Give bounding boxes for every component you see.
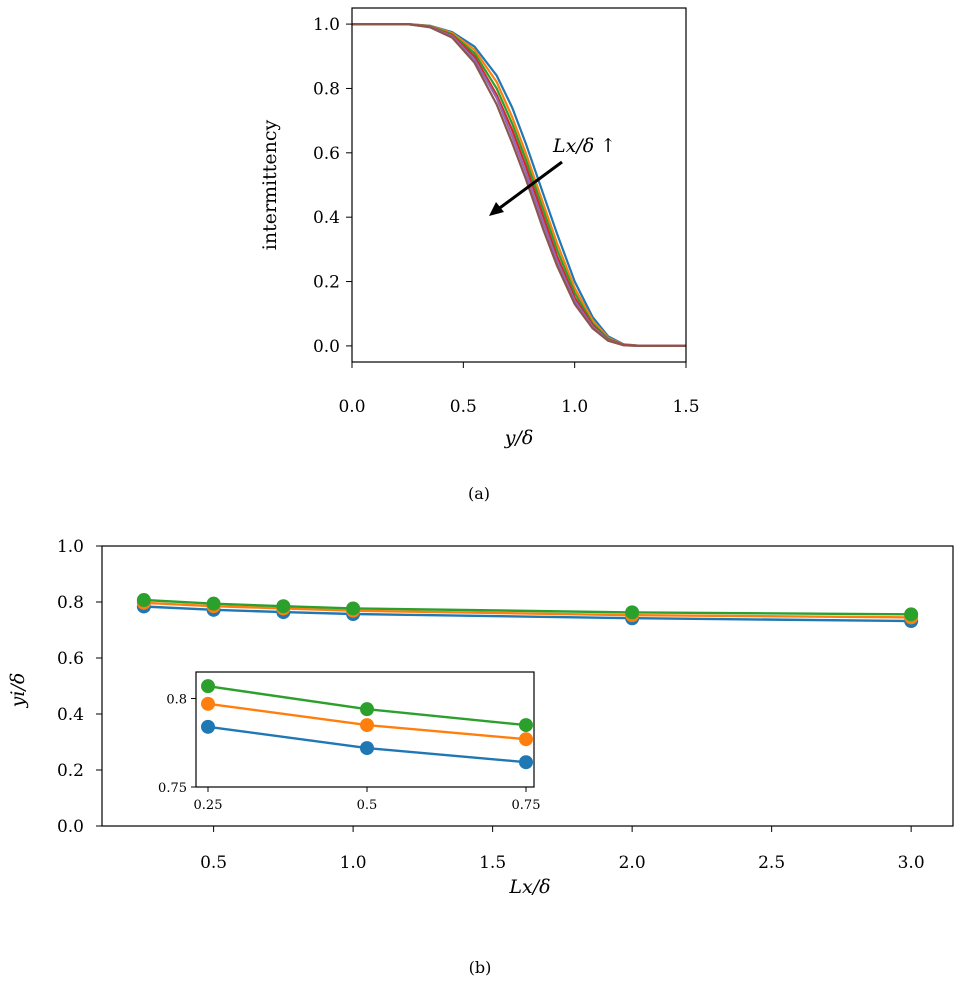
inset-point <box>201 696 215 711</box>
panel-a-ytick-label: 1.0 <box>313 15 340 35</box>
panel-b-point <box>346 601 361 616</box>
intermittency-series-1 <box>352 23 686 347</box>
panel-b-xtick-label: 1.5 <box>479 853 506 873</box>
panel-b-xtick-label: 3.0 <box>898 853 925 873</box>
inset-point <box>360 702 374 717</box>
inset-xtick-label: 0.5 <box>357 798 378 813</box>
panel-b-xtick-label: 2.5 <box>758 853 785 873</box>
inset-ytick-label: 0.8 <box>166 693 187 708</box>
panel-b-point <box>904 607 919 622</box>
panel-b-series-group <box>136 593 919 629</box>
panel-a-xtick-label: 0.5 <box>450 397 477 417</box>
panel-b-point <box>276 599 291 614</box>
intermittency-series-5 <box>352 23 686 347</box>
panel-a-annotation: Lx/δ ↑ <box>552 135 616 157</box>
panel-b-ytick-label: 0.8 <box>57 593 84 613</box>
panel-b-point <box>625 605 640 620</box>
panel-b-ticks: 0.5 1.0 1.5 2.0 2.5 3.0 0.0 0.2 0.4 0.6 0.8 1.0 <box>57 537 925 873</box>
panel-a-ytick-label: 0.2 <box>313 273 340 293</box>
panel-b-xtick-label: 0.5 <box>200 853 227 873</box>
panel-b-xtick-label: 2.0 <box>619 853 646 873</box>
inset-ticks: 0.25 0.5 0.75 0.75 0.8 <box>158 693 540 813</box>
panel-b-series-line-2 <box>143 601 912 619</box>
panel-b-frame <box>101 545 954 827</box>
inset: 0.25 0.5 0.75 0.75 0.8 <box>158 671 540 813</box>
inset-point <box>360 718 374 733</box>
panel-a-xtick-label: 1.5 <box>672 397 699 417</box>
panel-b-point <box>136 593 151 608</box>
inset-point <box>360 741 374 756</box>
panel-a-xtick-label: 1.0 <box>561 397 588 417</box>
inset-point <box>519 718 533 733</box>
panel-a-ticks: 0.0 0.5 1.0 1.5 0.0 0.2 0.4 0.6 0.8 1.0 <box>313 15 700 417</box>
inset-point <box>201 719 215 734</box>
intermittency-series-2 <box>352 23 686 347</box>
panel-b-ytick-label: 0.6 <box>57 649 84 669</box>
panel-b: 0.5 1.0 1.5 2.0 2.5 3.0 0.0 0.2 0.4 0.6 0.8 1.0 Lx/… <box>7 537 954 898</box>
inset-ytick-label: 0.75 <box>158 781 187 796</box>
panel-b-ytick-label: 0.0 <box>57 817 84 837</box>
inset-point <box>519 732 533 747</box>
panel-b-series-line-3 <box>143 598 912 616</box>
panel-a-ytick-label: 0.6 <box>313 144 340 164</box>
inset-point <box>519 755 533 770</box>
panel-b-series-line-1 <box>143 605 912 623</box>
panel-a-ylabel: intermittency <box>259 119 281 250</box>
panel-b-xlabel: Lx/δ <box>508 876 550 898</box>
panel-a-xlabel: y/δ <box>504 427 534 449</box>
panel-b-ylabel: yi/δ <box>7 673 29 709</box>
inset-point <box>201 679 215 694</box>
intermittency-series-6 <box>352 23 686 347</box>
annotation-arrow-shaft <box>496 160 563 212</box>
intermittency-series-3 <box>352 23 686 347</box>
panel-b-ytick-label: 0.4 <box>57 705 84 725</box>
inset-frame <box>195 671 535 788</box>
caption-a: (a) <box>468 484 490 503</box>
intermittency-series-4 <box>352 23 686 347</box>
panel-a-series-group <box>352 23 686 347</box>
panel-a-ytick-label: 0.0 <box>313 337 340 357</box>
inset-xtick-label: 0.25 <box>194 798 223 813</box>
panel-b-ytick-label: 0.2 <box>57 761 84 781</box>
annotation-arrow-head <box>489 202 504 216</box>
inset-series-group <box>201 679 533 770</box>
panel-a: 0.0 0.5 1.0 1.5 0.0 0.2 0.4 0.6 0.8 1.0 y/δ inter… <box>259 7 700 449</box>
panel-a-ytick-label: 0.4 <box>313 208 340 228</box>
panel-b-xtick-label: 1.0 <box>340 853 367 873</box>
panel-b-point <box>206 596 221 611</box>
caption-b: (b) <box>469 958 492 977</box>
panel-a-xtick-label: 0.0 <box>338 397 365 417</box>
panel-b-ytick-label: 1.0 <box>57 537 84 557</box>
panel-a-ytick-label: 0.8 <box>313 79 340 99</box>
inset-xtick-label: 0.75 <box>512 798 541 813</box>
panel-a-frame <box>351 7 687 363</box>
